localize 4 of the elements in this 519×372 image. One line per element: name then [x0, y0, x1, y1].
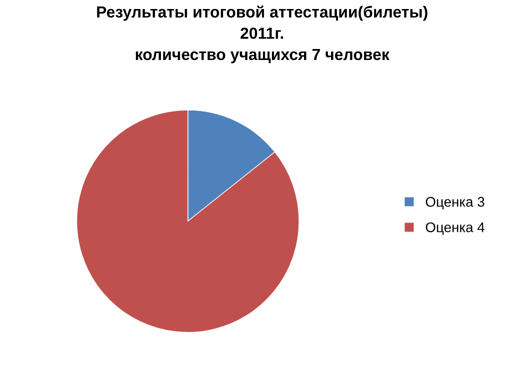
legend-label: Оценка 3 [426, 196, 484, 210]
pie-slice [76, 110, 300, 333]
legend-label: Оценка 4 [426, 222, 484, 235]
chart-title: Результаты итоговой аттестации(билеты) 2011г. количество учащихся 7 человек [97, 6, 428, 64]
